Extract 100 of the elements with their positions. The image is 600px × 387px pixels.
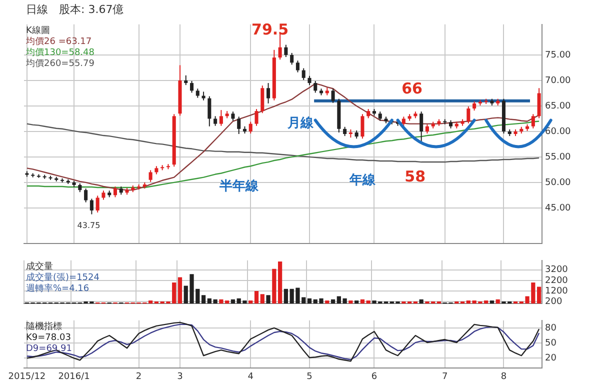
annotation: 43.75 xyxy=(77,220,100,230)
y-tick-label: 75.00 xyxy=(545,50,572,60)
candlestick xyxy=(343,126,347,137)
x-tick-label: 2015/12 xyxy=(8,372,46,382)
x-tick-label: 6 xyxy=(371,372,378,382)
candlestick xyxy=(472,100,476,112)
candlestick xyxy=(248,121,252,134)
candlestick xyxy=(537,88,541,119)
bar xyxy=(307,298,312,304)
series-label: 月線 xyxy=(286,116,315,132)
annotation: D9=69.91 xyxy=(26,344,72,354)
annotation: 均價130=58.48 xyxy=(25,47,95,58)
y-tick-label: 60.00 xyxy=(545,126,572,137)
x-tick-label: 2 xyxy=(136,372,142,382)
bar xyxy=(260,294,264,304)
bar xyxy=(407,301,412,304)
y-tick-label: 45.00 xyxy=(545,203,572,214)
bar xyxy=(272,268,276,304)
annotation: 均價260=55.79 xyxy=(25,58,95,70)
annotation: K線圖 xyxy=(26,25,50,36)
x-tick-label: 8 xyxy=(500,372,507,382)
bar xyxy=(354,300,359,304)
x-tick-label: 7 xyxy=(442,372,448,382)
candlestick xyxy=(184,74,188,86)
annotation: 58 xyxy=(404,168,426,186)
y-tick-label: 50.00 xyxy=(545,178,572,188)
annotation: 成交量 xyxy=(26,261,53,272)
candlestick xyxy=(148,170,152,182)
series-label: 年線 xyxy=(348,173,376,188)
bar xyxy=(366,300,370,304)
bar xyxy=(402,301,406,304)
bar xyxy=(436,301,442,304)
candlestick xyxy=(360,114,364,140)
candlestick xyxy=(214,116,218,126)
annotation: 隨機指標 xyxy=(26,321,62,332)
x-tick-label: 5 xyxy=(306,372,312,382)
candlestick xyxy=(466,106,470,124)
candlestick xyxy=(425,124,429,134)
bar xyxy=(413,301,418,304)
bar xyxy=(284,288,288,304)
y-tick-label: 80 xyxy=(545,323,557,334)
candlestick xyxy=(366,108,370,119)
annotation: 均價26 =63.17 xyxy=(25,36,92,48)
candlestick xyxy=(190,80,194,94)
candlestick xyxy=(314,80,318,94)
bar xyxy=(513,301,518,304)
bar xyxy=(360,299,365,304)
y-tick-label: 70.00 xyxy=(545,76,572,86)
annotation: 79.5 xyxy=(252,20,289,39)
bar xyxy=(248,300,253,304)
bar xyxy=(460,301,465,304)
bar xyxy=(230,299,236,304)
candlestick xyxy=(196,88,200,98)
candlestick xyxy=(96,195,100,214)
bar xyxy=(178,277,182,304)
candlestick xyxy=(254,108,258,126)
candlestick xyxy=(308,75,312,86)
bar xyxy=(536,286,542,304)
candlestick xyxy=(443,118,447,125)
series-label: 半年線 xyxy=(218,178,260,194)
bar xyxy=(490,300,494,304)
bar xyxy=(278,261,282,304)
bar xyxy=(201,295,206,304)
candlestick xyxy=(84,188,88,203)
y-tick-label: 2200 xyxy=(545,276,568,286)
bar xyxy=(496,299,500,304)
candlestick xyxy=(531,114,535,129)
x-tick-label: 2016/1 xyxy=(58,372,90,382)
bar xyxy=(348,300,353,304)
y-tick-label: 20 xyxy=(545,353,557,364)
bar xyxy=(419,299,424,304)
bar xyxy=(154,301,159,304)
bar xyxy=(384,301,388,304)
y-tick-label: 3200 xyxy=(545,265,568,276)
annotation: K9=78.03 xyxy=(26,333,71,344)
candlestick xyxy=(237,116,241,134)
candlestick xyxy=(260,85,264,114)
x-tick-label: 3 xyxy=(177,372,183,382)
x-tick-label: 4 xyxy=(248,372,254,382)
chart-title: 日線 股本: 3.67億 xyxy=(26,2,124,16)
ref-line-label: 66 xyxy=(402,79,422,98)
y-tick-label: 55.00 xyxy=(545,152,572,162)
bar xyxy=(330,299,336,304)
bar xyxy=(266,295,270,304)
y-tick-label: 200 xyxy=(545,296,562,307)
candlestick xyxy=(90,198,94,215)
candlestick xyxy=(102,190,106,200)
candlestick xyxy=(290,52,294,66)
candlestick xyxy=(402,116,406,126)
candlestick xyxy=(284,44,288,58)
bar xyxy=(325,300,330,304)
candlestick xyxy=(208,96,212,127)
candlestick xyxy=(302,68,306,80)
annotation: 週轉率%=4.16 xyxy=(26,283,90,294)
candlestick xyxy=(420,111,424,142)
y-tick-label: 1200 xyxy=(545,286,568,296)
candlestick xyxy=(113,186,118,198)
candlestick xyxy=(331,88,335,104)
candlestick xyxy=(296,60,300,73)
bar xyxy=(148,300,153,304)
